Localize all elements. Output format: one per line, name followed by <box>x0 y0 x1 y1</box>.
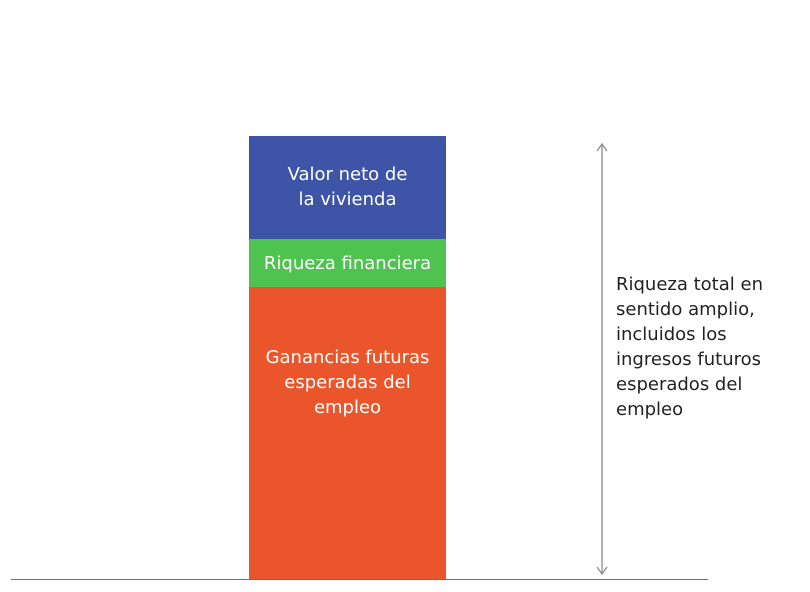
total-wealth-label: Riqueza total en sentido amplio, incluid… <box>616 274 763 420</box>
baseline <box>11 579 708 580</box>
financial-wealth-segment: Riqueza financiera <box>249 239 446 287</box>
arrow-head-bottom <box>596 566 608 576</box>
financial-wealth-label: Riqueza financiera <box>263 252 432 274</box>
arrow-head-top <box>596 142 608 152</box>
double-arrow-icon <box>596 142 608 576</box>
future-earnings-label: Ganancias futuras esperadas del empleo <box>265 347 430 418</box>
future-earnings-segment: Ganancias futuras esperadas del empleo <box>249 287 446 580</box>
housing-wealth-segment: Valor neto de la vivienda <box>249 136 446 239</box>
wealth-stacked-bar: Valor neto de la vivienda Riqueza financ… <box>249 136 446 580</box>
housing-wealth-label: Valor neto de la vivienda <box>287 163 408 210</box>
